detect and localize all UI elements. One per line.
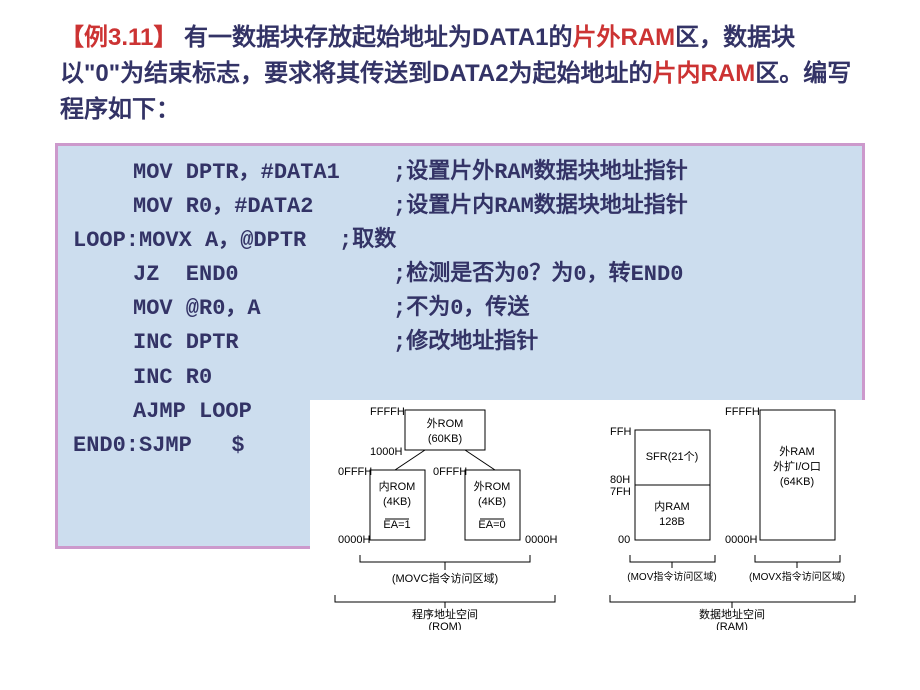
svg-text:FFH: FFH (610, 426, 631, 438)
svg-text:FFFFH: FFFFH (725, 406, 760, 418)
svg-text:128B: 128B (659, 516, 685, 528)
code-line: MOV R0，#DATA2;设置片内RAM数据块地址指针 (73, 190, 847, 224)
example-heading: 【例3.11】 有一数据块存放起始地址为DATA1的片外RAM区，数据块以"0"… (0, 0, 920, 138)
svg-text:数据地址空间: 数据地址空间 (699, 607, 765, 621)
code-line: LOOP:MOVX A，@DPTR;取数 (73, 224, 847, 258)
svg-text:0FFFH: 0FFFH (338, 466, 372, 478)
addr-label: FFFFH (370, 406, 405, 418)
example-number: 【例3.11】 (60, 24, 177, 51)
svg-text:(ROM): (ROM) (429, 621, 462, 630)
svg-text:SFR(21个): SFR(21个) (646, 450, 699, 463)
code-line: MOV @R0，A;不为0，传送 (73, 292, 847, 326)
svg-text:0000H: 0000H (725, 534, 757, 546)
svg-text:外ROM: 外ROM (474, 480, 511, 493)
code-line: INC DPTR;修改地址指针 (73, 326, 847, 360)
svg-text:1000H: 1000H (370, 446, 402, 458)
svg-text:0000H: 0000H (525, 534, 557, 546)
svg-text:00: 00 (618, 534, 630, 546)
svg-text:内RAM: 内RAM (654, 499, 689, 513)
svg-text:程序地址空间: 程序地址空间 (412, 607, 478, 621)
svg-text:EA=1: EA=1 (383, 519, 410, 531)
svg-text:80H: 80H (610, 474, 630, 486)
code-line: JZ END0;检测是否为0？为0，转END0 (73, 258, 847, 292)
svg-text:内ROM: 内ROM (379, 479, 416, 493)
code-line: MOV DPTR，#DATA1;设置片外RAM数据块地址指针 (73, 156, 847, 190)
svg-text:(4KB): (4KB) (383, 496, 411, 508)
heading-hl2: 片内RAM (653, 60, 756, 87)
svg-text:0FFFH: 0FFFH (433, 466, 467, 478)
code-line: INC R0 (73, 361, 847, 395)
heading-hl1: 片外RAM (573, 24, 676, 51)
svg-text:(RAM): (RAM) (716, 621, 748, 630)
svg-text:7FH: 7FH (610, 486, 631, 498)
svg-text:(MOVX指令访问区域): (MOVX指令访问区域) (749, 570, 845, 583)
svg-text:(MOVC指令访问区域): (MOVC指令访问区域) (392, 571, 498, 585)
svg-text:外ROM: 外ROM (427, 417, 464, 430)
memory-diagram: FFFFH 外ROM (60KB) 1000H 0FFFH 内ROM (4KB)… (310, 400, 865, 630)
svg-text:(64KB): (64KB) (780, 476, 814, 488)
svg-text:EA=0: EA=0 (478, 519, 505, 531)
svg-text:外扩I/O口: 外扩I/O口 (773, 459, 821, 473)
svg-text:0000H: 0000H (338, 534, 370, 546)
svg-text:外RAM: 外RAM (779, 445, 814, 458)
svg-text:(4KB): (4KB) (478, 496, 506, 508)
svg-text:(60KB): (60KB) (428, 433, 462, 445)
heading-part1: 有一数据块存放起始地址为DATA1的 (177, 24, 572, 51)
svg-text:(MOV指令访问区域): (MOV指令访问区域) (627, 570, 716, 583)
